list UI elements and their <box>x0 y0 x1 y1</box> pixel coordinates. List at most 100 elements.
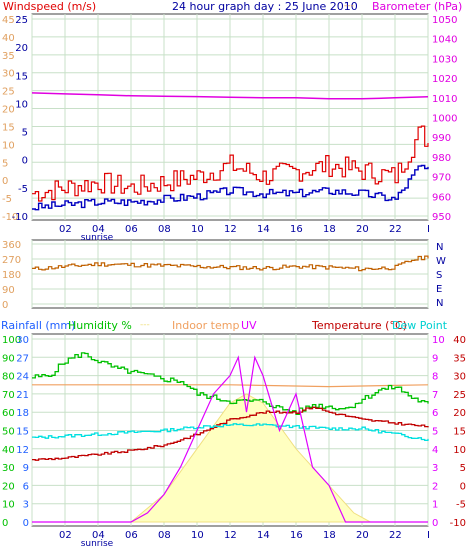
humidity-tick: 10 <box>2 500 15 511</box>
wind-tick: 5 <box>22 128 28 139</box>
uv-tick: 10 <box>432 335 445 346</box>
rain-tick: 0 <box>23 518 29 529</box>
humidity-tick: 100 <box>2 335 21 346</box>
humidity-tick: 70 <box>2 390 15 401</box>
uv-tick: 0 <box>432 518 438 529</box>
baro-tick: 950 <box>432 212 451 223</box>
dir-compass: S <box>436 270 442 281</box>
rain-tick: 6 <box>23 481 29 492</box>
sunrise-label: sunrise <box>81 233 114 243</box>
temp-tick: 5 <box>460 463 466 474</box>
uv-tick: 8 <box>432 372 438 383</box>
dir-tick: 90 <box>2 285 15 296</box>
x-tick: 04 <box>92 530 105 541</box>
dir-tick: 270 <box>2 255 21 266</box>
wind-avg-line <box>32 164 429 211</box>
uv-tick: 6 <box>432 408 438 419</box>
x-tick: 06 <box>125 530 138 541</box>
wind-tick-alt: 45 <box>2 15 15 26</box>
wind-tick: 10 <box>15 99 28 110</box>
temp-tick: 40 <box>453 335 466 346</box>
rain-tick: 3 <box>23 500 29 511</box>
indoor-temp-line <box>32 384 429 388</box>
baro-tick: 980 <box>432 153 451 164</box>
x-tick: 18 <box>323 224 336 235</box>
dewpoint-line <box>32 423 429 442</box>
x-tick: I <box>427 224 430 235</box>
dir-compass: N <box>436 298 443 309</box>
wind-direction-line <box>32 255 429 272</box>
rain-tick: 30 <box>16 335 29 346</box>
wind-tick: 0 <box>22 156 28 167</box>
barometer-label: Barometer (hPa) <box>372 0 462 13</box>
humidity-tick: 40 <box>2 445 15 456</box>
x-tick: 02 <box>59 224 72 235</box>
sunrise-label: sunrise <box>81 539 114 549</box>
wind-gust-line <box>32 125 429 202</box>
wind-tick: -10 <box>12 212 28 223</box>
temp-tick: 10 <box>453 445 466 456</box>
humidity-tick: 0 <box>2 518 8 529</box>
uv-line <box>32 355 428 523</box>
x-tick: 18 <box>323 530 336 541</box>
humidity-tick: 30 <box>2 463 15 474</box>
dir-compass: N <box>436 242 443 253</box>
uv-tick: 2 <box>432 481 438 492</box>
dir-tick: 360 <box>2 240 21 251</box>
baro-tick: 1040 <box>432 35 457 46</box>
baro-tick: 1030 <box>432 54 457 65</box>
baro-tick: 1010 <box>432 94 457 105</box>
humidity-tick: 80 <box>2 372 15 383</box>
x-tick: 12 <box>224 530 237 541</box>
humidity-tick: 50 <box>2 427 15 438</box>
x-tick: I <box>427 530 430 541</box>
temp-tick: -10 <box>450 518 466 529</box>
x-tick: 06 <box>125 224 138 235</box>
x-tick: 12 <box>224 224 237 235</box>
temp-tick: 0 <box>460 481 466 492</box>
baro-tick: 1020 <box>432 74 457 85</box>
temp-tick: 30 <box>453 372 466 383</box>
x-tick: 08 <box>158 224 171 235</box>
dir-compass: E <box>436 284 442 295</box>
chart-title: 24 hour graph day : 25 June 2010 <box>172 0 358 13</box>
wind-tick-alt: 30 <box>2 69 15 80</box>
x-tick: 20 <box>356 224 369 235</box>
temp-tick: 15 <box>453 427 466 438</box>
legend-indoor: Indoor temp <box>172 319 239 332</box>
uv-tick: 1 <box>432 500 438 511</box>
x-tick: 14 <box>257 224 270 235</box>
x-tick: 14 <box>257 530 270 541</box>
temp-tick: 35 <box>453 353 466 364</box>
legend-uv: UV <box>241 319 257 332</box>
humidity-tick: 60 <box>2 408 15 419</box>
rain-tick: 24 <box>16 372 29 383</box>
wind-tick: -5 <box>18 184 28 195</box>
rain-tick: 21 <box>16 390 29 401</box>
uv-tick: 9 <box>432 353 438 364</box>
wind-tick: 15 <box>15 71 28 82</box>
baro-tick: 1000 <box>432 114 457 125</box>
wind-tick: 20 <box>15 43 28 54</box>
wind-tick-alt: 35 <box>2 51 15 62</box>
wind-tick-alt: 10 <box>2 140 15 151</box>
dir-tick: 0 <box>2 300 8 311</box>
barometer-line <box>31 92 429 100</box>
baro-tick: 960 <box>432 192 451 203</box>
x-tick: 10 <box>191 224 204 235</box>
uv-tick: 3 <box>432 463 438 474</box>
wind-tick-alt: 5 <box>2 158 8 169</box>
windspeed-label: Windspeed (m/s) <box>3 0 96 13</box>
wind-tick-alt: 0 <box>2 176 8 187</box>
rain-tick: 18 <box>16 408 29 419</box>
legend-rainfall: Rainfall (mm) <box>1 319 75 332</box>
x-tick: 16 <box>290 224 303 235</box>
uv-tick: 7 <box>432 390 438 401</box>
rain-tick: 12 <box>16 445 29 456</box>
wind-tick-alt: 20 <box>2 105 15 116</box>
wind-tick-alt: 40 <box>2 33 15 44</box>
temperature-line <box>32 406 429 461</box>
wind-tick-alt: -5 <box>2 194 12 205</box>
wind-tick-alt: 25 <box>2 87 15 98</box>
humidity-line <box>32 352 429 416</box>
